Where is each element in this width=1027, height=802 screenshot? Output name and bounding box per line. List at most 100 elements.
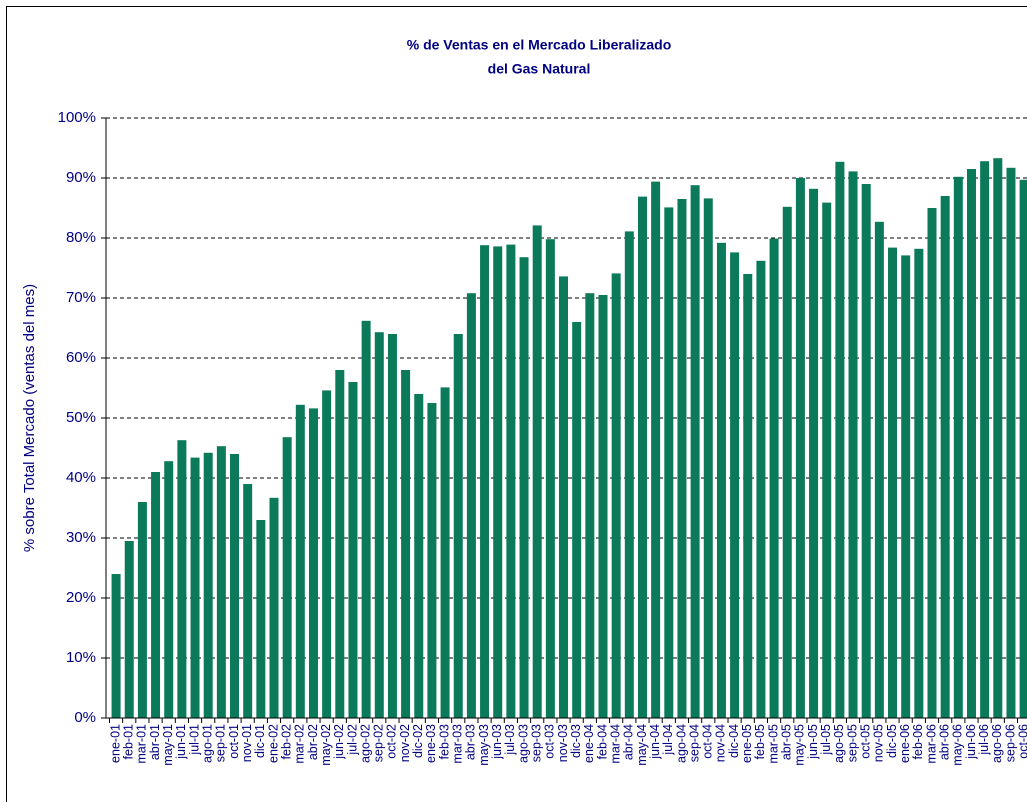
x-tick-label: oct-05: [858, 724, 872, 759]
x-tick-label: may-03: [477, 724, 491, 766]
bar: [348, 382, 358, 718]
x-tick-label: nov-02: [398, 724, 412, 762]
x-tick-label: jun-06: [964, 724, 978, 760]
bar: [387, 334, 397, 718]
bar: [795, 178, 805, 718]
x-tick-label: abr-06: [937, 724, 951, 760]
x-tick-label: feb-04: [595, 724, 609, 759]
x-tick-label: ago-01: [200, 724, 214, 763]
bar: [440, 387, 450, 718]
x-tick-label: mar-05: [766, 724, 780, 764]
bar: [980, 161, 990, 718]
x-tick-label: dic-01: [253, 724, 267, 758]
bar: [874, 221, 884, 719]
x-tick-label: dic-02: [411, 724, 425, 758]
bar: [519, 257, 529, 718]
x-tick-label: nov-04: [714, 724, 728, 762]
y-tick-label: 40%: [66, 469, 96, 486]
x-tick-label: jun-04: [648, 724, 662, 760]
x-tick-label: ene-04: [582, 724, 596, 763]
bar: [953, 176, 963, 719]
x-tick-label: mar-02: [293, 724, 307, 764]
x-tick-label: nov-01: [240, 724, 254, 762]
x-tick-label: jun-01: [174, 724, 188, 760]
x-tick-label: ene-06: [898, 724, 912, 763]
bar: [230, 454, 240, 718]
chart-title: % de Ventas en el Mercado Liberalizado: [407, 37, 672, 53]
bar: [414, 394, 424, 718]
x-tick-label: oct-02: [385, 724, 399, 759]
bar: [927, 208, 937, 718]
bar: [703, 198, 713, 718]
bar: [1006, 167, 1016, 719]
bar: [572, 322, 582, 718]
x-tick-label: dic-05: [885, 724, 899, 758]
bar: [361, 320, 371, 718]
x-tick-label: oct-06: [1016, 724, 1027, 759]
bar: [559, 276, 569, 718]
bar: [453, 334, 463, 718]
bar: [190, 457, 200, 718]
bar: [545, 239, 555, 718]
y-tick-label: 70%: [66, 289, 96, 306]
x-tick-label: may-02: [319, 724, 333, 766]
bar: [480, 245, 490, 718]
y-tick-label: 30%: [66, 529, 96, 546]
x-tick-label: feb-03: [437, 724, 451, 759]
bar: [861, 184, 871, 718]
x-tick-label: may-01: [161, 724, 175, 766]
y-tick-label: 60%: [66, 349, 96, 366]
x-tick-label: mar-03: [451, 724, 465, 764]
bar: [493, 246, 503, 718]
bar: [585, 293, 595, 718]
x-tick-label: jun-05: [806, 724, 820, 760]
bar: [124, 541, 134, 718]
x-tick-label: sep-01: [214, 724, 228, 762]
bar: [335, 370, 345, 718]
bar: [611, 273, 621, 718]
x-tick-label: jun-03: [490, 724, 504, 760]
x-tick-label: ene-02: [266, 724, 280, 763]
y-tick-label: 10%: [66, 649, 96, 666]
bar: [664, 207, 674, 718]
bar: [137, 502, 147, 718]
bar: [848, 171, 858, 718]
x-tick-label: feb-05: [753, 724, 767, 759]
bar: [782, 206, 792, 719]
x-tick-label: ene-05: [740, 724, 754, 763]
x-tick-label: sep-04: [687, 724, 701, 762]
x-tick-label: ene-03: [424, 724, 438, 763]
bar: [716, 242, 726, 719]
x-tick-label: may-06: [951, 724, 965, 766]
bar: [822, 202, 832, 719]
bar: [374, 332, 384, 718]
x-tick-label: ago-04: [674, 724, 688, 763]
x-tick-label: jul-01: [187, 724, 201, 756]
x-tick-label: sep-05: [845, 724, 859, 762]
bar: [624, 231, 634, 718]
x-tick-label: oct-04: [701, 724, 715, 759]
bar: [993, 158, 1003, 718]
frame: [6, 6, 1027, 802]
x-tick-label: jul-03: [503, 724, 517, 756]
y-tick-label: 100%: [58, 109, 96, 126]
x-tick-label: oct-01: [227, 724, 241, 759]
x-tick-label: jul-02: [345, 724, 359, 756]
bar: [966, 169, 976, 718]
bar: [216, 446, 226, 718]
x-tick-label: abr-01: [148, 724, 162, 760]
x-tick-label: ago-02: [358, 724, 372, 763]
x-tick-label: jun-02: [332, 724, 346, 760]
bar: [282, 437, 292, 718]
bar: [730, 252, 740, 718]
x-tick-label: sep-03: [529, 724, 543, 762]
bar: [637, 196, 647, 719]
bar: [532, 225, 542, 718]
x-tick-label: abr-05: [780, 724, 794, 760]
x-tick-label: mar-04: [608, 724, 622, 764]
y-tick-label: 20%: [66, 589, 96, 606]
bar: [269, 497, 279, 718]
bar: [466, 293, 476, 718]
x-tick-label: sep-06: [1003, 724, 1017, 762]
bar: [111, 574, 121, 718]
